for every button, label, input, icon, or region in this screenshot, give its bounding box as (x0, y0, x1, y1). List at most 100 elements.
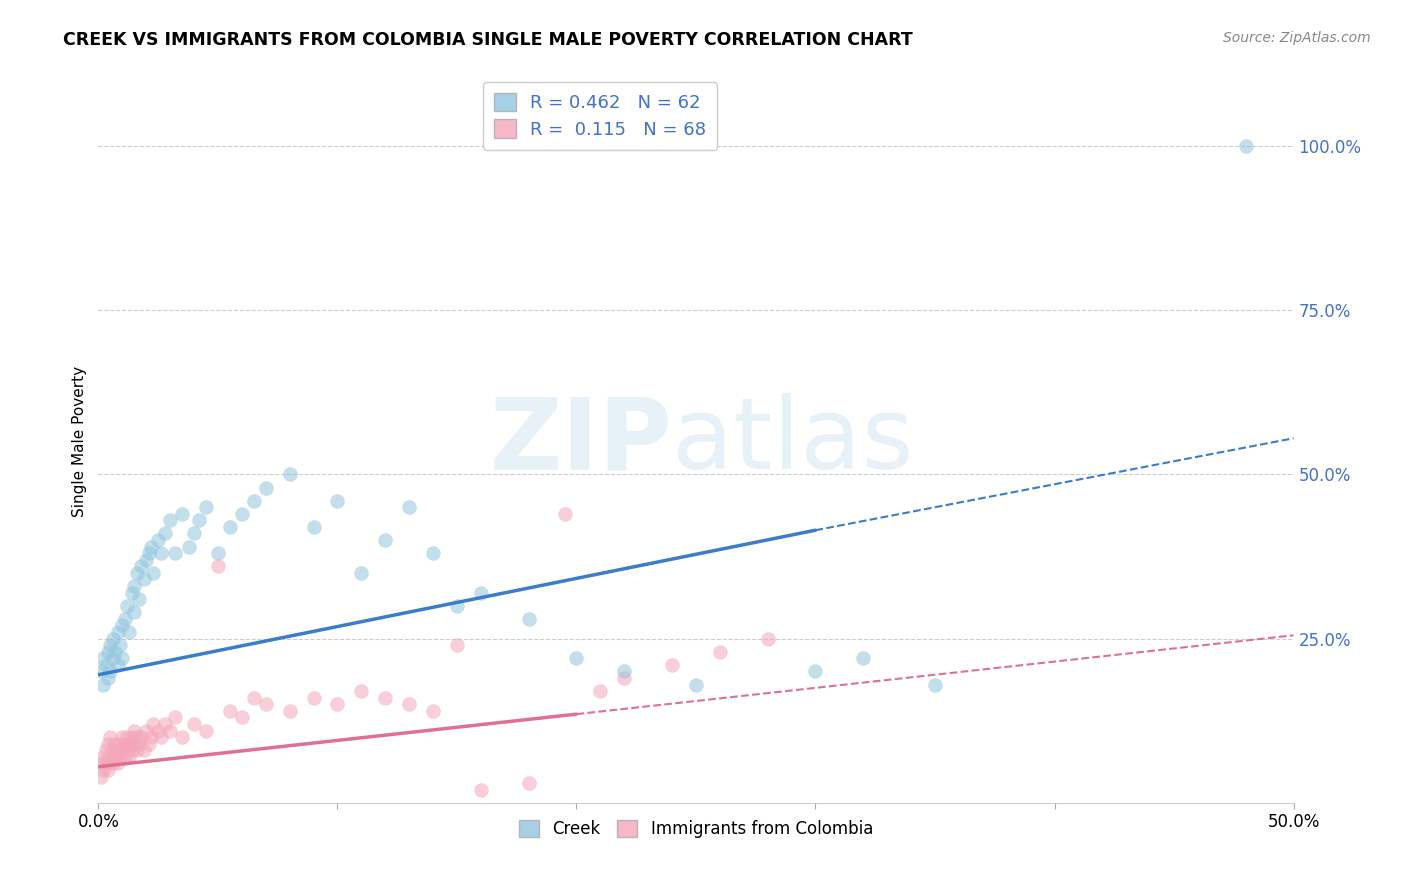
Point (613, 665, 636, 679)
Point (111, 618, 134, 632)
Point (148, 723, 170, 738)
Point (374, 533, 396, 547)
Point (108, 638, 131, 652)
Point (118, 749, 141, 764)
Point (131, 559, 153, 574)
Point (125, 730, 148, 744)
Point (350, 566, 373, 580)
Point (125, 743, 148, 757)
Point (756, 632, 779, 646)
Point (554, 507, 576, 521)
Point (138, 546, 160, 560)
Point (470, 782, 492, 797)
Point (148, 533, 170, 547)
Text: Source: ZipAtlas.com: Source: ZipAtlas.com (1223, 31, 1371, 45)
Point (398, 698, 420, 712)
Point (114, 612, 136, 626)
Point (195, 723, 218, 738)
Point (115, 730, 138, 744)
Point (243, 493, 266, 508)
Point (852, 651, 875, 665)
Point (107, 743, 129, 757)
Legend: Creek, Immigrants from Colombia: Creek, Immigrants from Colombia (512, 814, 880, 845)
Point (243, 690, 266, 705)
Point (97, 671, 120, 685)
Point (104, 737, 127, 751)
Point (98, 638, 122, 652)
Point (374, 690, 396, 705)
Point (91, 763, 114, 777)
Point (94, 657, 117, 672)
Point (124, 579, 146, 593)
Point (278, 704, 301, 718)
Point (163, 546, 186, 560)
Point (398, 500, 420, 515)
Point (422, 704, 444, 718)
Point (661, 657, 683, 672)
Point (183, 717, 205, 731)
Point (90, 756, 112, 771)
Point (98, 730, 122, 744)
Point (101, 756, 124, 771)
Point (94, 743, 117, 757)
Point (108, 737, 131, 751)
Point (97, 737, 120, 751)
Point (422, 546, 444, 560)
Point (709, 645, 731, 659)
Point (613, 671, 636, 685)
Point (517, 776, 540, 790)
Point (90, 770, 112, 784)
Point (163, 710, 186, 724)
Point (1234, 139, 1257, 153)
Point (139, 730, 162, 744)
Point (121, 585, 143, 599)
Point (804, 665, 827, 679)
Point (446, 599, 468, 613)
Point (114, 737, 136, 751)
Point (685, 677, 707, 691)
Point (128, 592, 150, 607)
Point (924, 677, 946, 691)
Point (107, 657, 129, 672)
Point (124, 605, 146, 619)
Point (589, 684, 612, 698)
Point (91, 749, 114, 764)
Point (107, 756, 129, 771)
Point (104, 645, 127, 659)
Point (131, 730, 153, 744)
Point (231, 507, 253, 521)
Y-axis label: Single Male Poverty: Single Male Poverty (72, 366, 87, 517)
Point (91, 677, 114, 691)
Point (115, 599, 138, 613)
Point (565, 651, 588, 665)
Point (254, 481, 277, 495)
Point (101, 743, 124, 757)
Point (118, 625, 141, 640)
Point (115, 743, 138, 757)
Point (172, 730, 194, 744)
Point (207, 546, 229, 560)
Point (108, 749, 131, 764)
Point (149, 546, 172, 560)
Point (111, 743, 134, 757)
Point (517, 612, 540, 626)
Point (132, 743, 155, 757)
Point (121, 743, 143, 757)
Point (470, 585, 492, 599)
Point (107, 625, 129, 640)
Point (90, 665, 112, 679)
Point (132, 573, 155, 587)
Point (121, 730, 143, 744)
Text: CREEK VS IMMIGRANTS FROM COLOMBIA SINGLE MALE POVERTY CORRELATION CHART: CREEK VS IMMIGRANTS FROM COLOMBIA SINGLE… (63, 31, 912, 49)
Point (159, 513, 181, 527)
Point (142, 717, 165, 731)
Point (195, 500, 218, 515)
Point (97, 763, 120, 777)
Point (326, 698, 349, 712)
Point (172, 507, 194, 521)
Point (94, 756, 117, 771)
Point (124, 737, 146, 751)
Point (183, 526, 205, 541)
Point (219, 520, 242, 534)
Point (135, 553, 157, 567)
